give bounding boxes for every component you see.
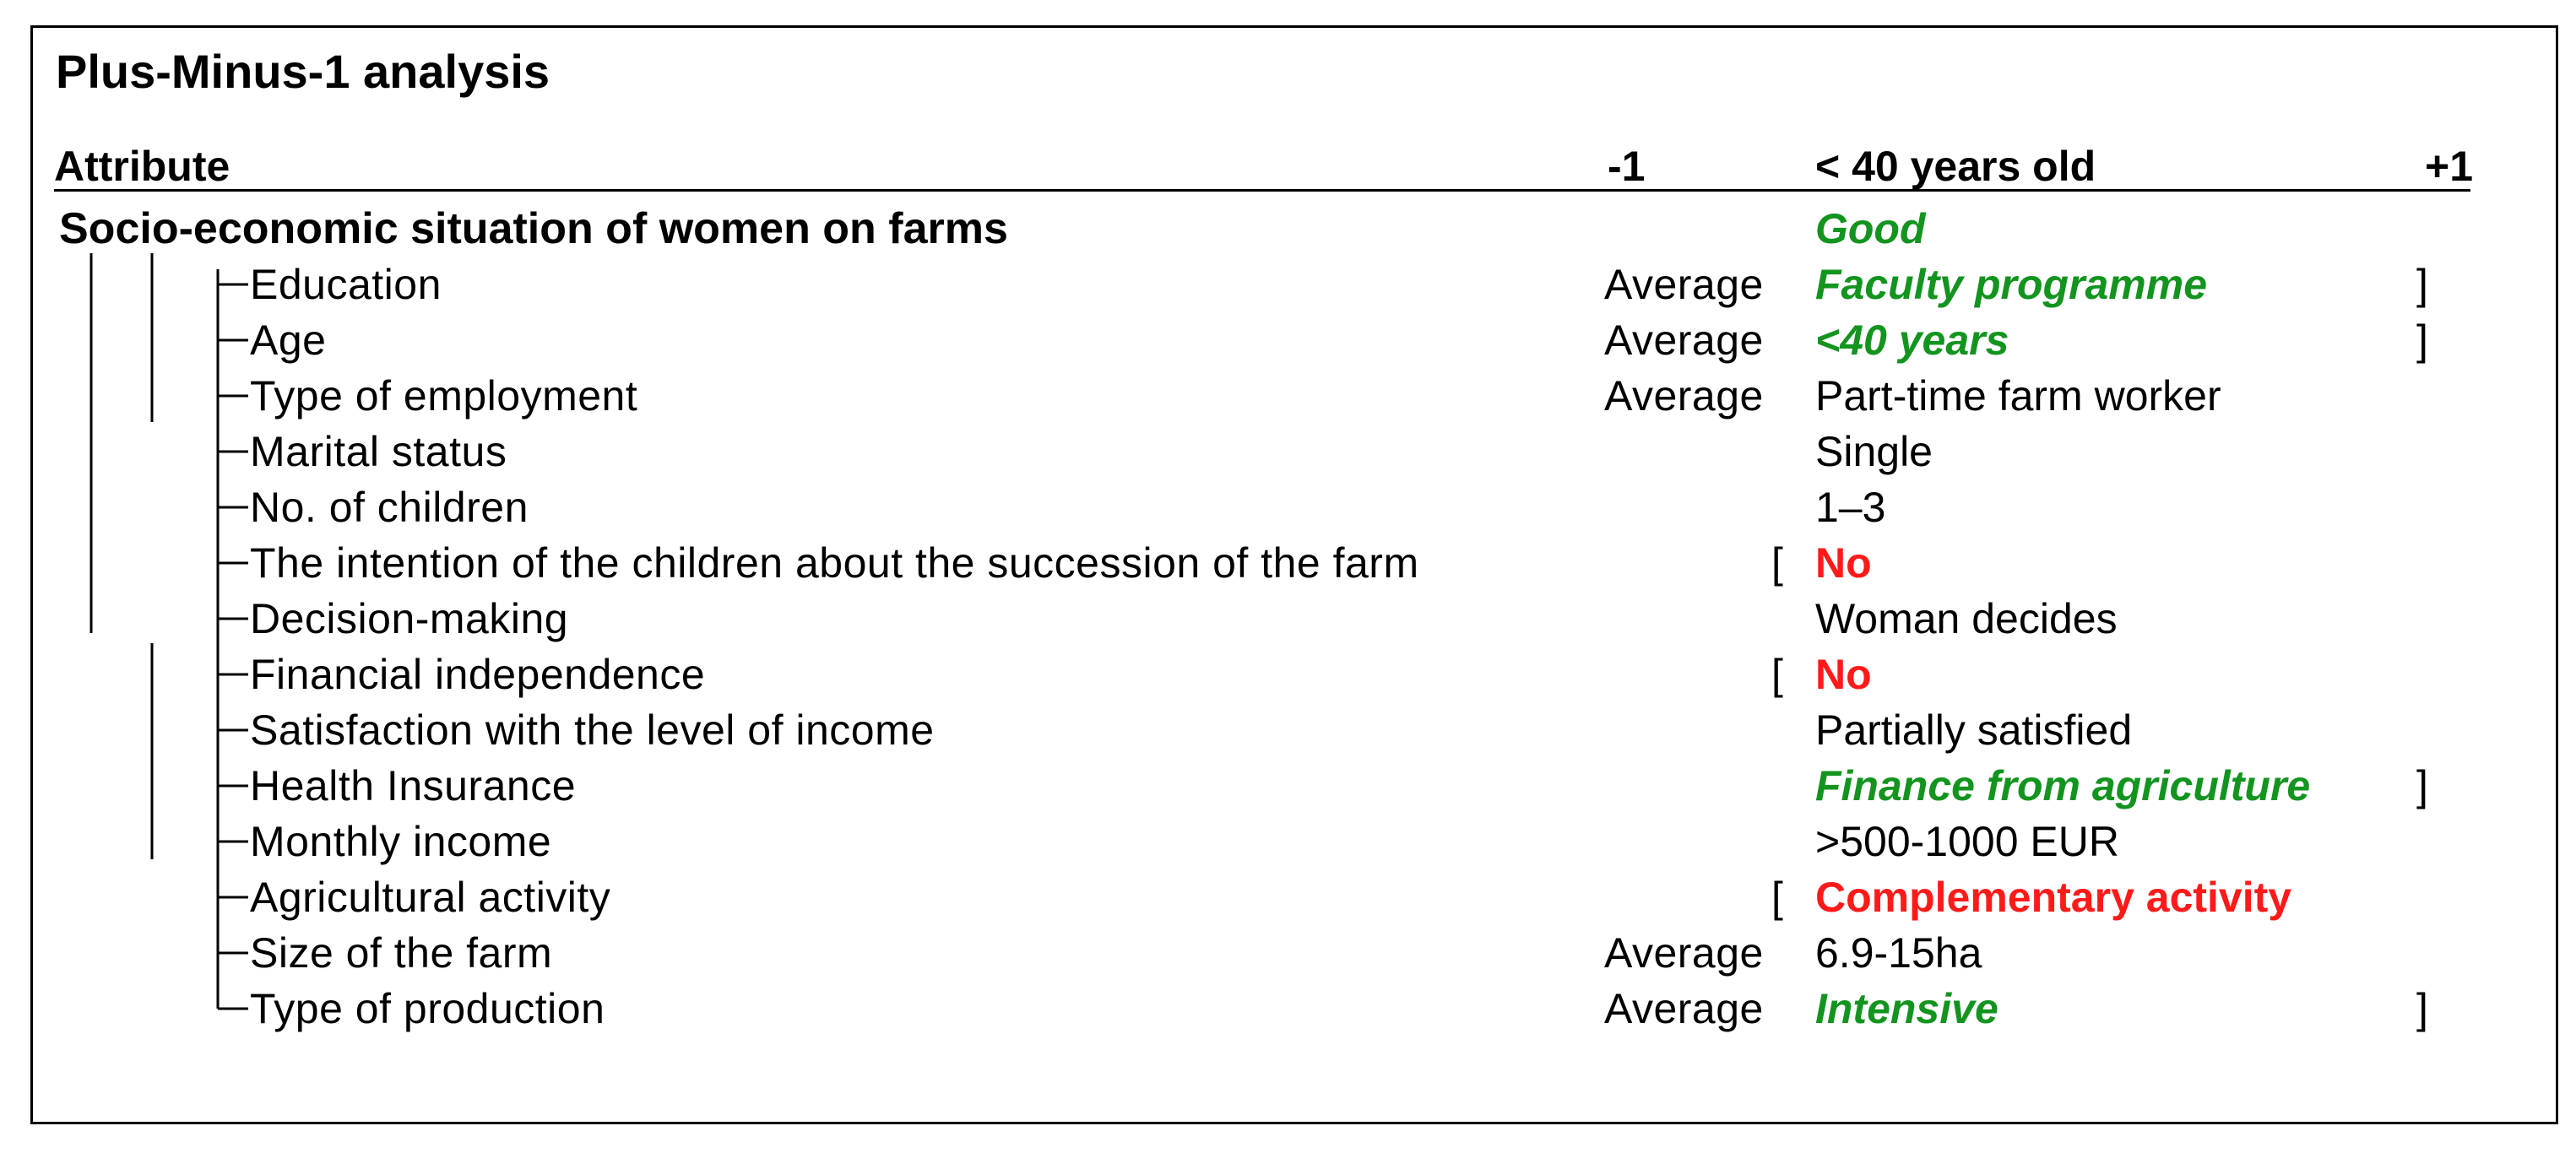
attribute-label: Size of the farm [250, 929, 553, 977]
table-row-root: Socio-economic situation of women on far… [0, 201, 2576, 257]
left-bracket: [ [1771, 539, 1783, 587]
attribute-label: Age [250, 317, 327, 364]
attribute-label: Satisfaction with the level of income [250, 706, 935, 754]
left-bracket: [ [1771, 651, 1783, 698]
attribute-label: Agricultural activity [250, 874, 611, 921]
table-row: Marital status Single [0, 424, 2576, 479]
attribute-value: 6.9-15ha [1815, 929, 1982, 977]
attribute-label: Decision-making [250, 595, 569, 642]
attribute-label: Financial independence [250, 651, 706, 698]
attribute-value: Woman decides [1815, 595, 2118, 642]
table-row: Satisfaction with the level of income Par… [0, 702, 2576, 758]
attribute-value: Part-time farm worker [1815, 372, 2221, 420]
header-rule [54, 189, 2470, 192]
attribute-value: No [1815, 651, 1872, 698]
attribute-value: Single [1815, 428, 1933, 475]
table-row: Monthly income >500-1000 EUR [0, 814, 2576, 869]
left-bracket: [ [1771, 874, 1783, 921]
attribute-value: No [1815, 539, 1872, 587]
minus-one-value: Average [1604, 985, 1764, 1032]
attribute-label: Socio-economic situation of women on far… [59, 204, 1008, 253]
minus-one-value: Average [1604, 261, 1764, 308]
attribute-label: Education [250, 261, 442, 308]
table-row: Type of production Average Intensive] [0, 981, 2576, 1037]
header-value: < 40 years old [1815, 143, 2096, 190]
table-row: Decision-making Woman decides [0, 591, 2576, 647]
attribute-value: Finance from agriculture [1815, 762, 2311, 809]
attribute-label: Marital status [250, 428, 507, 475]
minus-one-value: Average [1604, 317, 1764, 364]
attribute-label: Monthly income [250, 818, 552, 865]
attribute-label: The intention of the children about the … [250, 539, 1419, 587]
minus-one-value: Average [1604, 372, 1764, 420]
right-bracket: ] [2416, 317, 2428, 364]
attribute-label: Type of production [250, 985, 605, 1032]
attribute-value: Partially satisfied [1815, 706, 2133, 754]
attribute-value: Intensive [1815, 985, 1998, 1032]
table-row: Size of the farm Average 6.9-15ha [0, 925, 2576, 981]
attribute-label: Health Insurance [250, 762, 577, 809]
table-row: The intention of the children about the … [0, 535, 2576, 591]
table-row: Financial independence [ No [0, 647, 2576, 702]
table-row: No. of children 1–3 [0, 479, 2576, 535]
attribute-value: <40 years [1815, 317, 2009, 364]
table-row: Health Insurance Finance from agriculture… [0, 758, 2576, 814]
attribute-value: >500-1000 EUR [1815, 818, 2119, 865]
attribute-value: Complementary activity [1815, 874, 2292, 921]
header-attribute: Attribute [54, 143, 230, 190]
attribute-value: Good [1815, 205, 1926, 252]
attribute-label: Type of employment [250, 372, 638, 420]
page-title: Plus-Minus-1 analysis [56, 45, 550, 98]
table-row: Education Average Faculty programme] [0, 257, 2576, 312]
table-row: Type of employment Average Part-time farm … [0, 368, 2576, 424]
minus-one-value: Average [1604, 929, 1764, 977]
right-bracket: ] [2416, 985, 2428, 1032]
attribute-value: Faculty programme [1815, 261, 2208, 308]
header-plus-one: +1 [2425, 143, 2474, 190]
attribute-label: No. of children [250, 484, 529, 531]
header-minus-one: -1 [1608, 143, 1646, 190]
right-bracket: ] [2416, 762, 2428, 809]
attribute-value: 1–3 [1815, 484, 1886, 531]
figure-frame [30, 25, 2558, 1124]
right-bracket: ] [2416, 261, 2428, 308]
table-row: Agricultural activity [ Complementary acti… [0, 869, 2576, 925]
table-row: Age Average <40 years] [0, 312, 2576, 368]
